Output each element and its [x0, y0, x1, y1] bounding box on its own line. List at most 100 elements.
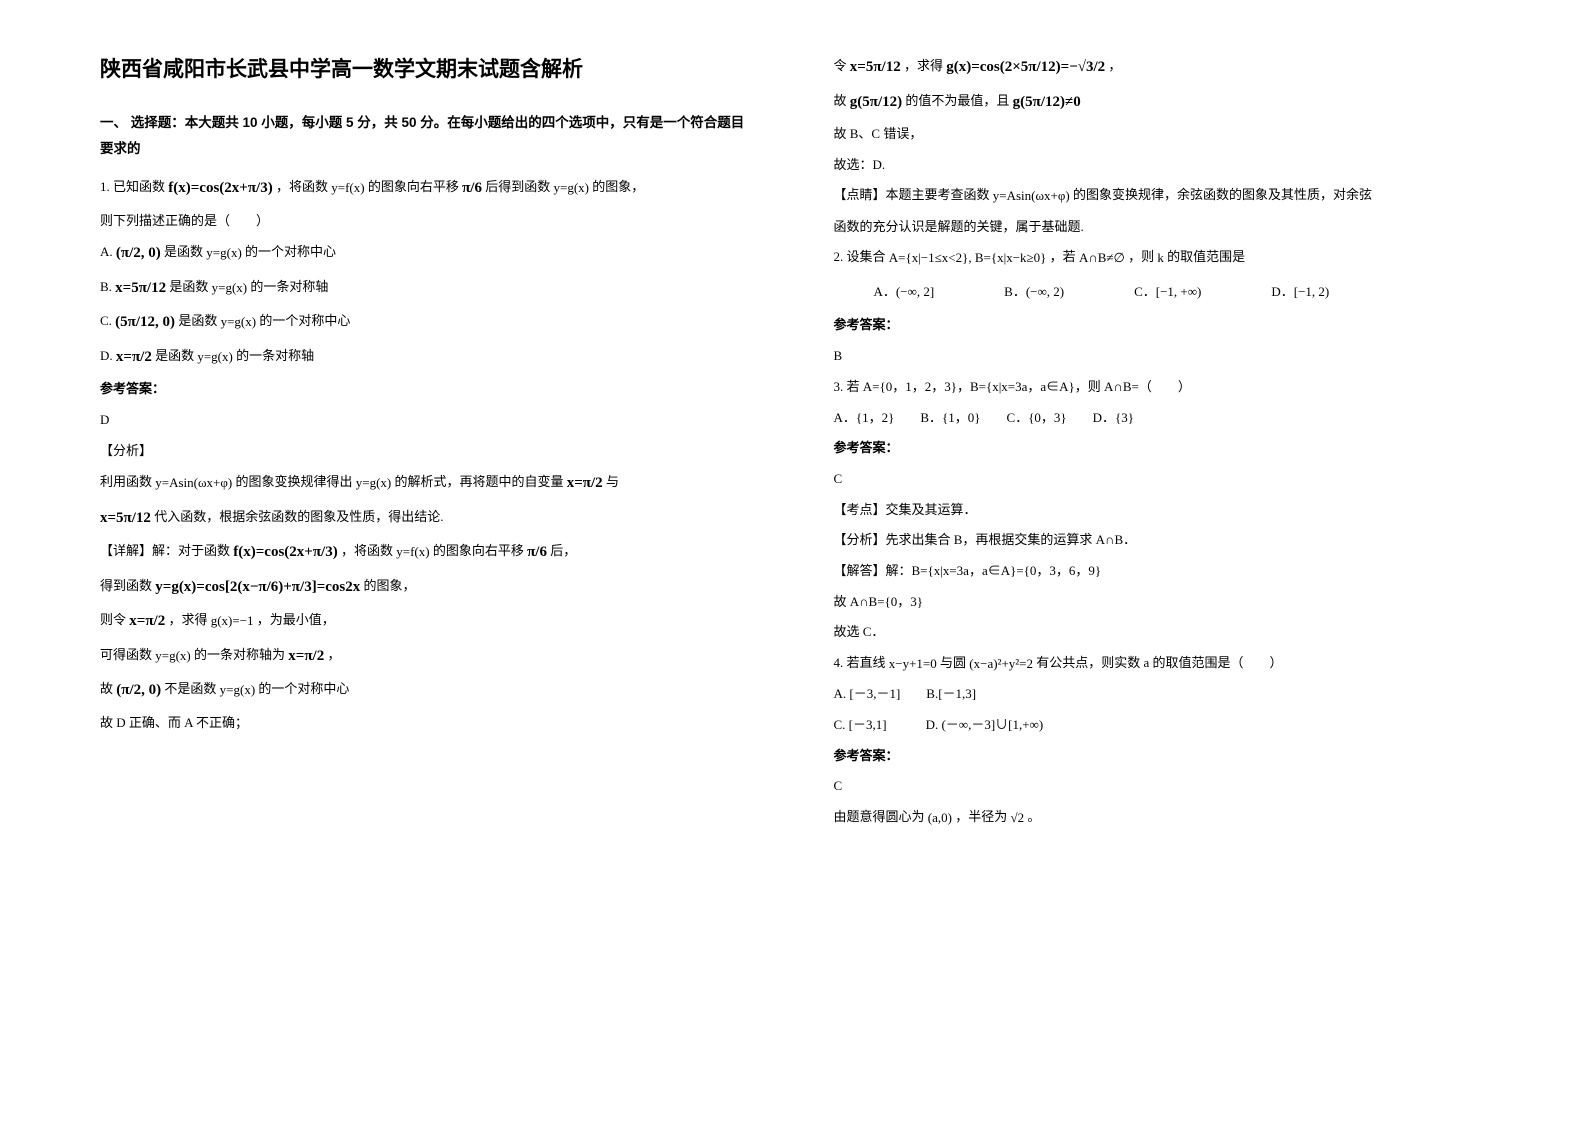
- q3-line: 故 A∩B={0，3}: [834, 590, 1488, 615]
- q1-answer: D: [100, 408, 754, 433]
- q2-formula: A∩B≠∅: [1079, 246, 1125, 271]
- document-title: 陕西省咸阳市长武县中学高一数学文期末试题含解析: [100, 50, 754, 90]
- ana-formula: x=π/2: [567, 469, 603, 498]
- q4t: ，半径为: [955, 809, 1007, 824]
- q2-option-A: A．(−∞, 2]: [874, 280, 935, 305]
- q2-formula: A={x|−1≤x<2}, B={x|x−k≥0}: [889, 246, 1047, 271]
- det-formula: g(x)=−1: [211, 609, 254, 634]
- q4-formula: (x−a)²+y²=2: [969, 652, 1033, 677]
- det-text: 后，: [550, 544, 576, 559]
- q4-line: 由题意得圆心为 (a,0) ，半径为 √2 。: [834, 805, 1488, 830]
- det-text: 【详解】解：对于函数: [100, 544, 230, 559]
- q4t: 由题意得圆心为: [834, 809, 925, 824]
- q2-text: 的取值范围是: [1167, 249, 1245, 264]
- q1-formula-yfx: y=f(x): [331, 176, 364, 201]
- q2-text: ，若: [1050, 249, 1076, 264]
- ana-text: 的解析式，再将题中的自变量: [394, 475, 563, 490]
- det-formula: (π/2, 0): [116, 676, 161, 705]
- q4-ref-label: 参考答案：: [834, 744, 1488, 769]
- det-text: 的一条对称轴为: [194, 647, 285, 662]
- q1-formula-fx: f(x)=cos(2x+π/3): [168, 174, 272, 203]
- q1-option-B: B. x=5π/12 是函数 y=g(x) 的一条对称轴: [100, 274, 754, 303]
- det-text: 故: [100, 682, 113, 697]
- q3-stem: 3. 若 A={0，1，2，3}，B={x|x=3a，a∈A}，则 A∩B=（ …: [834, 375, 1488, 400]
- q4-text: 与圆: [940, 655, 966, 670]
- c2-text: ，求得: [904, 58, 943, 73]
- ana-formula: y=g(x): [356, 471, 392, 496]
- ana-text: 代入函数，根据余弦函数的图象及性质，得出结论.: [154, 509, 443, 524]
- q1-detail-line: 故 D 正确、而 A 不正确；: [100, 711, 754, 736]
- q2-option-D: D．[−1, 2): [1271, 280, 1329, 305]
- det-text: ，求得: [168, 613, 207, 628]
- opt-formula: x=π/2: [116, 343, 152, 372]
- q1-text: 后得到函数: [485, 179, 550, 194]
- c2-text: 【点睛】本题主要考查函数: [834, 187, 990, 202]
- q1-formula-ygx: y=g(x): [553, 176, 589, 201]
- det-formula: y=g(x)=cos[2(x−π/6)+π/3]=cos2x: [155, 573, 360, 602]
- opt-text: 是函数: [155, 348, 194, 363]
- det-text: ，: [327, 647, 340, 662]
- c2-formula: x=5π/12: [850, 53, 901, 82]
- col2-line: 【点睛】本题主要考查函数 y=Asin(ωx+φ) 的图象变换规律，余弦函数的图…: [834, 183, 1488, 208]
- col2-line: 令 x=5π/12 ，求得 g(x)=cos(2×5π/12)=−√3/2 ，: [834, 53, 1488, 82]
- c2-text: 令: [834, 58, 847, 73]
- q1-analysis-line: x=5π/12 代入函数，根据余弦函数的图象及性质，得出结论.: [100, 504, 754, 533]
- det-text: 的图象向右平移: [433, 544, 524, 559]
- q4-formula: x−y+1=0: [889, 652, 937, 677]
- c2-text: 故: [834, 93, 847, 108]
- opt-text: 的一个对称中心: [259, 314, 350, 329]
- opt-label: A.: [100, 245, 113, 260]
- det-text: 的图象，: [363, 578, 415, 593]
- det-formula: π/6: [527, 538, 547, 567]
- q1-analysis-heading: 【分析】: [100, 439, 754, 464]
- opt-formula: y=g(x): [197, 345, 233, 370]
- left-column: 陕西省咸阳市长武县中学高一数学文期末试题含解析 一、 选择题：本大题共 10 小…: [100, 50, 754, 834]
- det-text: 则令: [100, 613, 126, 628]
- section-1-heading: 一、 选择题：本大题共 10 小题，每小题 5 分，共 50 分。在每小题给出的…: [100, 110, 754, 161]
- opt-text: 是函数: [178, 314, 217, 329]
- q4-answer: C: [834, 774, 1488, 799]
- q1-stem-line1: 1. 已知函数 f(x)=cos(2x+π/3) ，将函数 y=f(x) 的图象…: [100, 174, 754, 203]
- det-text: 可得函数: [100, 647, 152, 662]
- ana-text: 与: [606, 475, 619, 490]
- q2-option-B: B．(−∞, 2): [1004, 280, 1064, 305]
- opt-label: C.: [100, 314, 112, 329]
- det-text: ，为最小值，: [257, 613, 335, 628]
- q3-answer: C: [834, 467, 1488, 492]
- c2-formula: y=Asin(ωx+φ): [993, 184, 1070, 209]
- opt-text: 的一个对称中心: [245, 245, 336, 260]
- q3-line: 【考点】交集及其运算．: [834, 498, 1488, 523]
- q4-formula: (a,0): [928, 806, 952, 831]
- q3-line: 【解答】解：B={x|x=3a，a∈A}={0，3，6，9}: [834, 559, 1488, 584]
- q2-answer: B: [834, 344, 1488, 369]
- opt-formula: (π/2, 0): [116, 239, 161, 268]
- c2-text: 的值不为最值，且: [905, 93, 1009, 108]
- ana-formula: y=Asin(ωx+φ): [155, 471, 232, 496]
- q1-detail-line: 【详解】解：对于函数 f(x)=cos(2x+π/3) ，将函数 y=f(x) …: [100, 538, 754, 567]
- q1-option-D: D. x=π/2 是函数 y=g(x) 的一条对称轴: [100, 343, 754, 372]
- q1-text: 的图象，: [592, 179, 644, 194]
- q1-detail-line: 可得函数 y=g(x) 的一条对称轴为 x=π/2 ，: [100, 642, 754, 671]
- opt-text: 的一条对称轴: [236, 348, 314, 363]
- q2-formula: k: [1157, 246, 1164, 271]
- opt-formula: y=g(x): [221, 310, 257, 335]
- det-formula: y=g(x): [155, 644, 191, 669]
- det-text: 不是函数: [164, 682, 216, 697]
- q1-ref-label: 参考答案：: [100, 377, 754, 402]
- q2-options: A．(−∞, 2] B．(−∞, 2) C．[−1, +∞) D．[−1, 2): [834, 280, 1488, 305]
- col2-line: 故 B、C 错误，: [834, 122, 1488, 147]
- c2-formula: g(x)=cos(2×5π/12)=−√3/2: [946, 53, 1105, 82]
- q4-stem: 4. 若直线 x−y+1=0 与圆 (x−a)²+y²=2 有公共点，则实数 a…: [834, 651, 1488, 676]
- q1-text: 的图象向右平移: [368, 179, 459, 194]
- q1-option-C: C. (5π/12, 0) 是函数 y=g(x) 的一个对称中心: [100, 308, 754, 337]
- c2-formula: g(5π/12)≠0: [1013, 88, 1081, 117]
- c2-text: 的图象变换规律，余弦函数的图象及其性质，对余弦: [1073, 187, 1372, 202]
- q2-option-C: C．[−1, +∞): [1134, 280, 1201, 305]
- q1-text: ，将函数: [276, 179, 328, 194]
- q4t: 。: [1027, 809, 1040, 824]
- det-formula: x=π/2: [288, 642, 324, 671]
- q1-option-A: A. (π/2, 0) 是函数 y=g(x) 的一个对称中心: [100, 239, 754, 268]
- q3-options: A．{1，2} B．{1，0} C．{0，3} D．{3}: [834, 406, 1488, 431]
- col2-line: 故 g(5π/12) 的值不为最值，且 g(5π/12)≠0: [834, 88, 1488, 117]
- q1-text: 1. 已知函数: [100, 179, 165, 194]
